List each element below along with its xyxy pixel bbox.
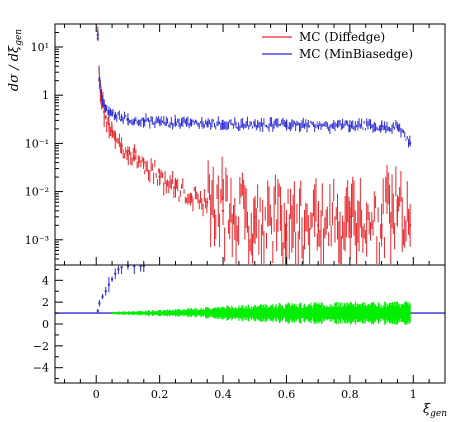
x-axis: 0 0.2 0.4 0.6 0.8 1 <box>64 24 430 401</box>
upper-y-axis: 10⁻³ 10⁻² 10⁻¹ 1 10¹ <box>25 23 63 266</box>
upper-panel-marks <box>96 26 412 264</box>
legend-entry: MC (Diffedge) <box>299 30 385 44</box>
x-tick-label: 0.8 <box>341 388 359 401</box>
y-tick-label: 10¹ <box>31 41 49 54</box>
x-axis-label: ξgen <box>423 402 447 419</box>
legend-entry: MC (MinBiasedge) <box>299 47 413 61</box>
y-tick-label: 4 <box>42 274 49 287</box>
y-tick-label: 0 <box>42 318 49 331</box>
x-tick-label: 0 <box>93 388 100 401</box>
x-tick-label: 1 <box>410 388 417 401</box>
y-tick-label: 1 <box>42 89 49 102</box>
lower-panel-marks <box>55 265 445 325</box>
x-tick-label: 0.6 <box>278 388 296 401</box>
y-tick-label: 10⁻² <box>25 186 49 199</box>
y-tick-label: 10⁻³ <box>25 234 49 247</box>
y-tick-label: 10⁻¹ <box>25 137 49 150</box>
legend: MC (Diffedge) MC (MinBiasedge) <box>262 30 413 61</box>
lower-panel: −4 −2 0 2 4 0 0.2 0.4 0.6 0.8 1 ξgen <box>33 24 447 419</box>
x-tick-label: 0.2 <box>151 388 169 401</box>
lower-y-axis: −4 −2 0 2 4 <box>33 268 63 380</box>
upper-panel: 10⁻³ 10⁻² 10⁻¹ 1 10¹ dσ / dξgen MC (Diffedge… <box>7 23 446 266</box>
y-tick-label: −4 <box>33 362 49 375</box>
lower-panel-frame <box>54 264 446 384</box>
y-tick-label: 2 <box>42 296 49 309</box>
x-tick-label: 0.4 <box>214 388 232 401</box>
y-tick-label: −2 <box>33 340 49 353</box>
upper-y-axis-label: dσ / dξgen <box>7 29 24 91</box>
